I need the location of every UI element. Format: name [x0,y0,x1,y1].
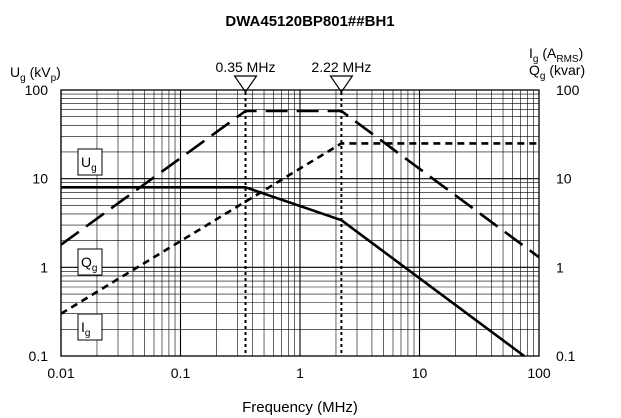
y-tick-label-right: 0.1 [556,348,576,364]
y-right-axis-label-current: Ig (ARMS) [529,45,583,65]
series-line-Qg [60,142,539,315]
series-line-Ig [61,186,525,358]
series-lines [60,109,540,358]
series-label-Ig: Ig [77,313,103,341]
series-label-text: Ig [81,319,90,339]
marker-triangle [233,75,258,94]
series-label-text: Ug [81,154,97,174]
x-tick-label: 1 [296,365,304,381]
x-tick-label: 0.01 [47,365,74,381]
y-tick-label-left: 1 [40,259,48,275]
series-labels: Ug Qg Ig [77,148,103,341]
frequency-markers: 0.35 MHz 2.22 MHz [216,59,371,356]
y-tick-label-left: 100 [25,82,49,98]
x-tick-label: 10 [412,365,428,381]
x-axis-label: Frequency (MHz) [242,399,358,416]
y-tick-label-right: 1 [556,259,564,275]
y-tick-label-right: 100 [556,82,580,98]
chart-title: DWA45120BP801##BH1 [225,13,394,30]
y-left-axis-label: Ug (kVp) [10,64,61,84]
series-label-Ug: Ug [77,148,103,176]
x-tick-label: 100 [527,365,551,381]
x-tick-label: 0.1 [171,365,191,381]
series-label-box [77,148,103,176]
series-label-Qg: Qg [77,248,103,276]
series-label-box [77,313,103,341]
marker-triangle [329,75,354,94]
y-right-axis-label-power: Qg (kvar) [529,62,585,82]
series-line-Ug [60,109,540,259]
series-label-text: Qg [81,254,97,274]
series-label-box [77,248,103,276]
y-tick-label-left: 0.1 [29,348,49,364]
plot-frame [60,89,540,357]
y-tick-label-left: 10 [32,171,48,187]
marker-label: 2.22 MHz [311,59,371,75]
y-tick-label-right: 10 [556,171,572,187]
marker-label: 0.35 MHz [216,59,276,75]
